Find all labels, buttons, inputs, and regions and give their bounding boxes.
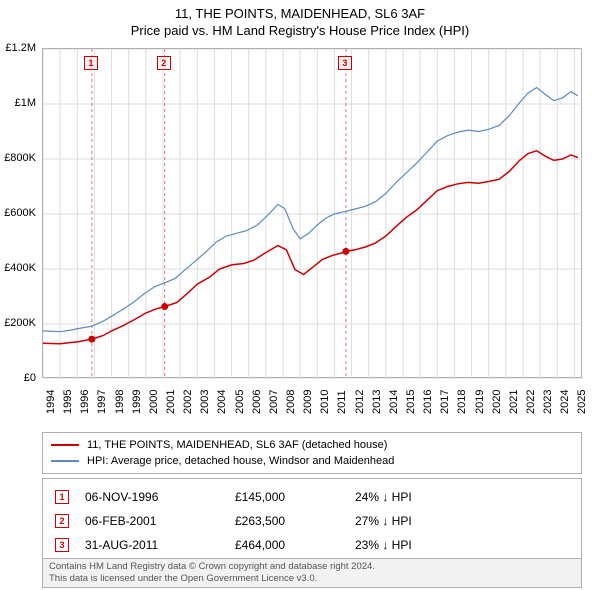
tx-marker: 2 [55,514,69,528]
tx-marker: 1 [55,490,69,504]
tx-date: 06-NOV-1996 [85,490,235,504]
x-tick-label: 2018 [456,390,468,414]
tx-delta: 23% ↓ HPI [355,538,475,552]
y-tick-label: £600K [0,207,36,219]
tx-marker: 3 [55,538,69,552]
footer-line2: This data is licensed under the Open Gov… [49,573,575,585]
x-tick-label: 2013 [371,390,383,414]
x-tick-label: 2011 [336,390,348,414]
transaction-row: 1 06-NOV-1996£145,00024% ↓ HPI [47,485,577,509]
transactions-table: 1 06-NOV-1996£145,00024% ↓ HPI 2 06-FEB-200… [42,478,582,564]
x-tick-label: 2012 [354,390,366,414]
tx-price: £263,500 [235,514,355,528]
x-tick-label: 2020 [491,390,503,414]
x-tick-label: 1998 [114,390,126,414]
tx-delta: 27% ↓ HPI [355,514,475,528]
x-tick-label: 2007 [268,390,280,414]
x-tick-label: 2015 [405,390,417,414]
x-tick-label: 2023 [542,390,554,414]
x-tick-label: 2017 [439,390,451,414]
x-tick-label: 1995 [62,390,74,414]
legend-label-property: 11, THE POINTS, MAIDENHEAD, SL6 3AF (det… [87,439,387,451]
legend-row-property: 11, THE POINTS, MAIDENHEAD, SL6 3AF (det… [51,437,573,453]
x-tick-label: 2014 [388,390,400,414]
x-tick-label: 2009 [302,390,314,414]
transaction-row: 2 06-FEB-2001£263,50027% ↓ HPI [47,509,577,533]
legend-swatch-property [51,444,79,446]
x-tick-label: 2006 [251,390,263,414]
y-tick-label: £0 [0,372,36,384]
legend-row-hpi: HPI: Average price, detached house, Wind… [51,453,573,469]
x-tick-label: 2016 [422,390,434,414]
x-tick-label: 2005 [234,390,246,414]
x-tick-label: 1996 [79,390,91,414]
y-tick-label: £200K [0,317,36,329]
y-tick-label: £1.2M [0,42,36,54]
x-tick-label: 2021 [508,390,520,414]
x-tick-label: 2000 [148,390,160,414]
x-tick-label: 2019 [474,390,486,414]
x-tick-label: 2001 [165,390,177,414]
y-tick-label: £800K [0,152,36,164]
x-tick-label: 2010 [319,390,331,414]
title-subtitle: Price paid vs. HM Land Registry's House … [0,23,600,38]
x-tick-label: 2022 [525,390,537,414]
x-tick-label: 2002 [182,390,194,414]
legend-label-hpi: HPI: Average price, detached house, Wind… [87,455,394,467]
tx-date: 31-AUG-2011 [85,538,235,552]
footer-line1: Contains HM Land Registry data © Crown c… [49,561,575,573]
y-axis-labels: £0£200K£400K£600K£800K£1M£1.2M [0,48,40,378]
tx-date: 06-FEB-2001 [85,514,235,528]
x-tick-label: 2024 [559,390,571,414]
chart-marker-1: 1 [84,56,98,70]
y-tick-label: £400K [0,262,36,274]
footer: Contains HM Land Registry data © Crown c… [42,558,582,588]
x-tick-label: 1999 [131,390,143,414]
title-block: 11, THE POINTS, MAIDENHEAD, SL6 3AF Pric… [0,0,600,40]
chart-svg [43,49,583,379]
x-tick-label: 1997 [96,390,108,414]
legend-swatch-hpi [51,460,79,462]
x-tick-label: 2003 [199,390,211,414]
page: 11, THE POINTS, MAIDENHEAD, SL6 3AF Pric… [0,0,600,590]
y-tick-label: £1M [0,97,36,109]
tx-price: £464,000 [235,538,355,552]
chart-marker-3: 3 [338,56,352,70]
x-tick-label: 1994 [45,390,57,414]
chart-area [42,48,582,378]
title-address: 11, THE POINTS, MAIDENHEAD, SL6 3AF [0,6,600,21]
x-axis-labels: 1994 1995 1996 1997 1998 1999 2000 2001 2002 2003… [42,380,582,430]
tx-price: £145,000 [235,490,355,504]
tx-delta: 24% ↓ HPI [355,490,475,504]
x-tick-label: 2025 [576,390,588,414]
chart-marker-2: 2 [157,56,171,70]
legend: 11, THE POINTS, MAIDENHEAD, SL6 3AF (det… [42,432,582,474]
transaction-row: 3 31-AUG-2011£464,00023% ↓ HPI [47,533,577,557]
x-tick-label: 2004 [216,390,228,414]
x-tick-label: 2008 [285,390,297,414]
